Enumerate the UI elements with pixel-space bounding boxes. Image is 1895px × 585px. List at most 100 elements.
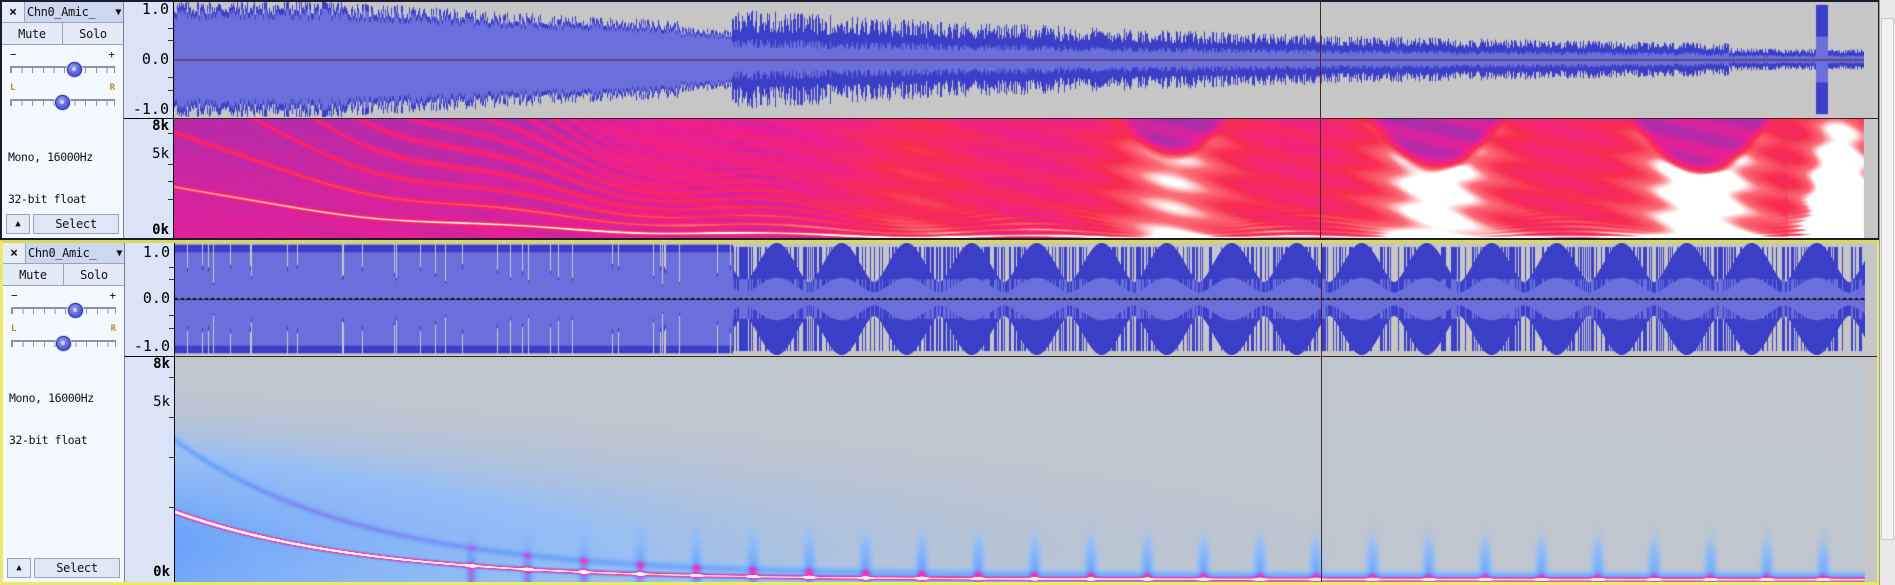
- pan-slider-thumb[interactable]: [55, 95, 71, 110]
- chevron-down-icon[interactable]: ▼: [116, 247, 122, 259]
- vertical-scrollbar[interactable]: [1879, 0, 1895, 585]
- select-button[interactable]: Select: [34, 558, 120, 578]
- ruler-tick: [168, 77, 173, 78]
- track-1-data-area[interactable]: [174, 2, 1878, 238]
- caret-up-icon[interactable]: ▲: [7, 558, 31, 578]
- track-1-spectrogram-lane[interactable]: [174, 118, 1878, 238]
- track-2-pan-slider[interactable]: L R: [3, 317, 124, 351]
- track-1-spectrogram-tail: [1864, 119, 1878, 238]
- solo-button[interactable]: Solo: [63, 264, 124, 285]
- solo-button[interactable]: Solo: [62, 23, 123, 44]
- track-1-pan-slider[interactable]: L R: [2, 76, 123, 110]
- pan-right-label: R: [109, 83, 115, 93]
- gain-slider-labels: − +: [10, 49, 115, 61]
- track-1-control-panel[interactable]: × Chn0_Amic_ ▼ Mute Solo − +: [2, 2, 124, 238]
- playhead-cursor[interactable]: [1321, 243, 1322, 582]
- track-2-header: × Chn0_Amic_ ▼: [3, 243, 124, 264]
- track-1-format-info: Mono, 16000Hz 32-bit float: [8, 122, 93, 234]
- ruler-tick: [169, 267, 174, 268]
- gain-slider-ticks: [10, 66, 115, 73]
- gain-slider-track[interactable]: [11, 303, 116, 318]
- ruler-tick: [168, 133, 173, 134]
- pan-left-label: L: [11, 324, 17, 334]
- track-1-waveform-canvas[interactable]: [174, 2, 1874, 117]
- ruler-label: 1.0: [142, 243, 170, 261]
- track-1-name-dropdown[interactable]: Chn0_Amic_ ▼: [25, 2, 123, 22]
- track-2-waveform-tail: [1865, 243, 1877, 355]
- ruler-label: -1.0: [133, 337, 170, 355]
- caret-up-icon[interactable]: ▲: [6, 214, 30, 234]
- gain-min-label: −: [10, 48, 17, 61]
- track-1-header: × Chn0_Amic_ ▼: [2, 2, 123, 23]
- track-2-vertical-rulers: 1.0 0.0 -1.0 8k 5k 0k: [125, 243, 175, 582]
- track-1-gain-slider[interactable]: − +: [2, 45, 123, 77]
- ruler-tick: [168, 181, 173, 182]
- track-2-mute-solo-row: Mute Solo: [3, 264, 124, 286]
- ruler-tick: [168, 28, 173, 29]
- track-1-spectrogram-canvas[interactable]: [174, 119, 1874, 238]
- track-2-format-line-1: Mono, 16000Hz: [9, 391, 94, 405]
- ruler-tick: [168, 40, 173, 41]
- track-2-spectrogram-canvas[interactable]: [175, 357, 1875, 582]
- pan-slider-thumb[interactable]: [56, 336, 72, 351]
- ruler-tick: [168, 199, 173, 200]
- close-icon[interactable]: ×: [3, 243, 26, 263]
- mute-button[interactable]: Mute: [2, 23, 62, 44]
- ruler-tick: [168, 90, 173, 91]
- pan-left-label: L: [10, 83, 16, 93]
- track-1-vertical-rulers: 1.0 0.0 -1.0 8k 5k 0k: [124, 2, 174, 238]
- gain-slider-thumb[interactable]: [67, 303, 83, 318]
- track-2-format-info: Mono, 16000Hz 32-bit float: [9, 363, 94, 475]
- track-2-spectrogram-tail: [1865, 357, 1877, 582]
- gain-slider-thumb[interactable]: [66, 62, 82, 77]
- track-2-data-area[interactable]: [175, 243, 1877, 582]
- ruler-label: 8k: [153, 356, 170, 372]
- ruler-tick: [169, 417, 174, 418]
- ruler-tick: [168, 164, 173, 165]
- track-2-select-row: ▲ Select: [7, 558, 120, 578]
- track-2-name-label: Chn0_Amic_: [28, 246, 97, 260]
- playhead-cursor[interactable]: [1320, 2, 1321, 238]
- pan-slider-track[interactable]: [10, 95, 115, 110]
- track-2-waveform-canvas[interactable]: [175, 243, 1875, 355]
- close-icon[interactable]: ×: [2, 2, 25, 22]
- gain-max-label: +: [108, 48, 115, 61]
- vertical-scrollbar-thumb[interactable]: [1881, 18, 1894, 540]
- track-1-format-line-1: Mono, 16000Hz: [8, 150, 93, 164]
- pan-slider-labels: L R: [10, 82, 115, 94]
- track-2-control-panel[interactable]: × Chn0_Amic_ ▼ Mute Solo − +: [3, 243, 125, 582]
- track-1-spectrogram-ruler: 8k 5k 0k: [124, 118, 173, 238]
- ruler-label: 5k: [152, 146, 169, 162]
- ruler-label: 0.0: [142, 289, 170, 307]
- track-1-waveform-lane[interactable]: [174, 2, 1878, 117]
- track-2[interactable]: × Chn0_Amic_ ▼ Mute Solo − +: [0, 240, 1880, 585]
- chevron-down-icon[interactable]: ▼: [115, 6, 121, 18]
- select-button[interactable]: Select: [33, 214, 119, 234]
- ruler-tick: [169, 328, 174, 329]
- ruler-label: 5k: [153, 394, 170, 410]
- track-2-gain-slider[interactable]: − +: [3, 286, 124, 318]
- pan-slider-track[interactable]: [11, 336, 116, 351]
- ruler-label: 0k: [152, 222, 169, 238]
- pan-right-label: R: [110, 324, 116, 334]
- ruler-tick: [169, 279, 174, 280]
- track-1-waveform-tail: [1864, 2, 1878, 117]
- track-2-spectrogram-ruler: 8k 5k 0k: [125, 356, 174, 582]
- gain-slider-ticks: [11, 307, 116, 314]
- track-2-waveform-lane[interactable]: [175, 243, 1877, 355]
- track-1[interactable]: × Chn0_Amic_ ▼ Mute Solo − +: [0, 0, 1880, 240]
- mute-button[interactable]: Mute: [3, 264, 63, 285]
- track-1-name-label: Chn0_Amic_: [27, 5, 96, 19]
- pan-slider-labels: L R: [11, 323, 116, 335]
- track-2-format-line-2: 32-bit float: [9, 433, 88, 447]
- track-2-name-dropdown[interactable]: Chn0_Amic_ ▼: [26, 243, 124, 263]
- ruler-label: 0k: [153, 564, 170, 580]
- ruler-tick: [169, 377, 174, 378]
- ruler-tick: [169, 507, 174, 508]
- gain-slider-labels: − +: [11, 290, 116, 302]
- ruler-label: 1.0: [141, 2, 169, 18]
- track-2-spectrogram-lane[interactable]: [175, 356, 1877, 582]
- gain-slider-track[interactable]: [10, 62, 115, 77]
- ruler-tick: [169, 315, 174, 316]
